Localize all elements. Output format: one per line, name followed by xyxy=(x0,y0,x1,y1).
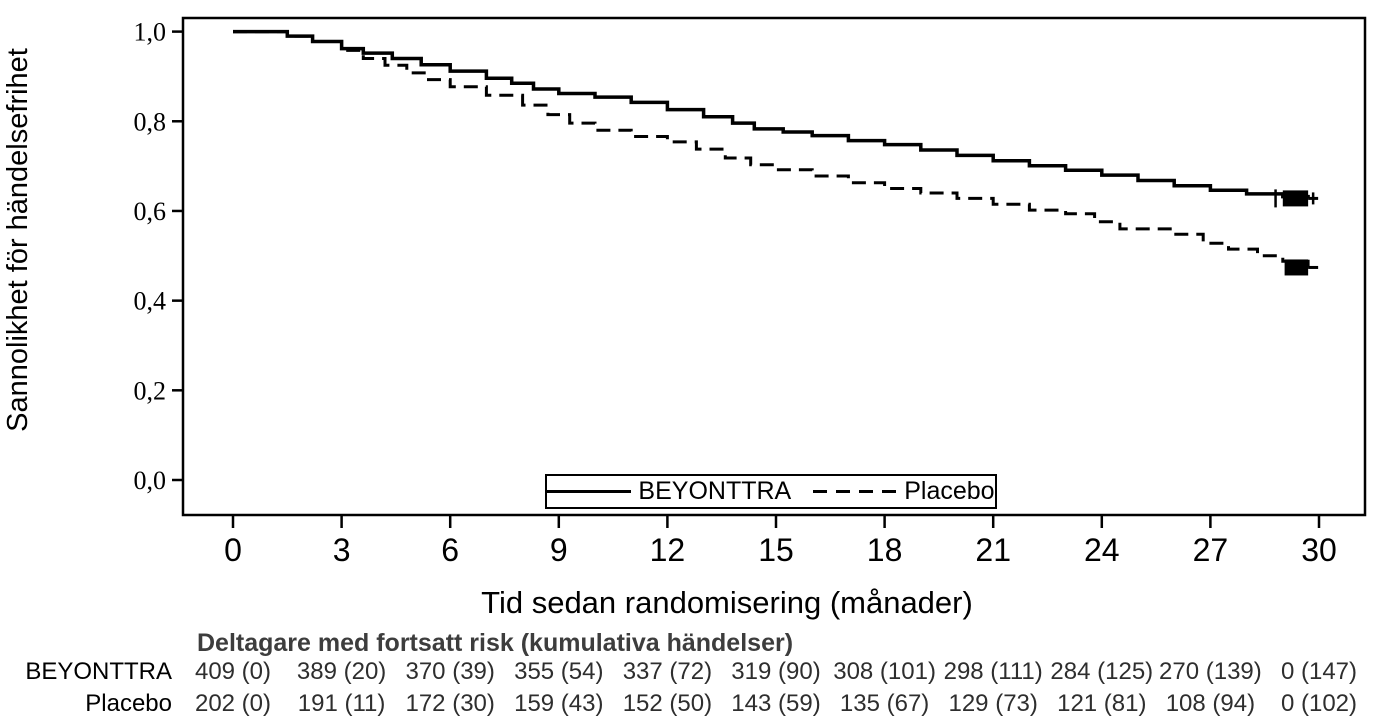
risk-value: 284 (125) xyxy=(1050,658,1154,685)
risk-value: 172 (30) xyxy=(405,690,495,717)
risk-value: 370 (39) xyxy=(405,658,495,685)
risk-value: 319 (90) xyxy=(731,658,821,685)
x-tick-label: 21 xyxy=(975,532,1011,568)
x-tick-label: 27 xyxy=(1193,532,1229,568)
risk-value: 409 (0) xyxy=(194,658,272,685)
x-tick-label: 9 xyxy=(550,532,568,568)
x-tick-label: 30 xyxy=(1301,532,1337,568)
legend-item-placebo: Placebo xyxy=(813,477,995,506)
risk-value: 337 (72) xyxy=(622,658,713,685)
risk-value: 108 (94) xyxy=(1165,690,1256,717)
y-tick-label: 0,0 xyxy=(134,466,167,495)
risk-value: 191 (11) xyxy=(297,690,386,717)
risk-value: 0 (147) xyxy=(1280,658,1358,685)
legend: BEYONTTRA Placebo xyxy=(545,474,997,509)
risk-value: 355 (54) xyxy=(514,658,604,685)
y-tick-label: 0,8 xyxy=(134,107,167,136)
y-tick-label: 0,2 xyxy=(134,376,167,405)
risk-value: 389 (20) xyxy=(296,658,387,685)
risk-value: 121 (81) xyxy=(1057,690,1147,717)
risk-row-label-beyonttra: BEYONTTRA xyxy=(25,658,172,685)
risk-value: 308 (101) xyxy=(833,658,936,685)
y-tick-label: 1,0 xyxy=(134,18,167,47)
plot-border xyxy=(181,16,1367,517)
terminal-censor-block xyxy=(1284,259,1309,276)
terminal-censor-block xyxy=(1282,190,1309,207)
beyonttra-curve xyxy=(233,29,1310,199)
risk-table-title: Deltagare med fortsatt risk (kumulativa … xyxy=(197,629,794,657)
placebo-curve xyxy=(233,30,1310,268)
risk-value: 298 (111) xyxy=(943,658,1043,685)
risk-value: 152 (50) xyxy=(622,690,713,717)
risk-value: 270 (139) xyxy=(1159,658,1262,685)
legend-label-beyonttra: BEYONTTRA xyxy=(638,477,792,505)
risk-value: 143 (59) xyxy=(731,690,821,717)
x-tick-label: 0 xyxy=(224,532,242,568)
x-tick-label: 12 xyxy=(650,532,686,568)
x-tick-label: 24 xyxy=(1084,532,1120,568)
y-axis-title: Sannolikhet för händelsefrihet xyxy=(2,48,34,432)
y-tick-label: 0,4 xyxy=(134,287,167,316)
x-tick-label: 18 xyxy=(867,532,903,568)
risk-value: 0 (102) xyxy=(1280,690,1358,717)
risk-value: 129 (73) xyxy=(948,690,1038,717)
x-tick-label: 6 xyxy=(441,532,459,568)
risk-value: 202 (0) xyxy=(194,690,272,717)
solid-line-swatch xyxy=(547,490,632,493)
y-tick-label: 0,6 xyxy=(134,197,167,226)
x-axis-title: Tid sedan randomisering (månader) xyxy=(481,585,973,620)
legend-item-beyonttra: BEYONTTRA xyxy=(547,477,791,506)
dashed-line-swatch xyxy=(813,490,898,493)
legend-label-placebo: Placebo xyxy=(904,477,995,505)
axes-layer: 1,0 0,8 0,6 0,4 0,2 0,0 0 3 6 9 12 15 18 21 24 27 30 xyxy=(134,16,1367,568)
curves-layer xyxy=(233,29,1319,276)
risk-value: 159 (43) xyxy=(514,690,604,717)
x-tick-label: 3 xyxy=(333,532,351,568)
risk-row-label-placebo: Placebo xyxy=(85,690,172,717)
x-tick-label: 15 xyxy=(758,532,794,568)
risk-value: 135 (67) xyxy=(839,690,930,717)
